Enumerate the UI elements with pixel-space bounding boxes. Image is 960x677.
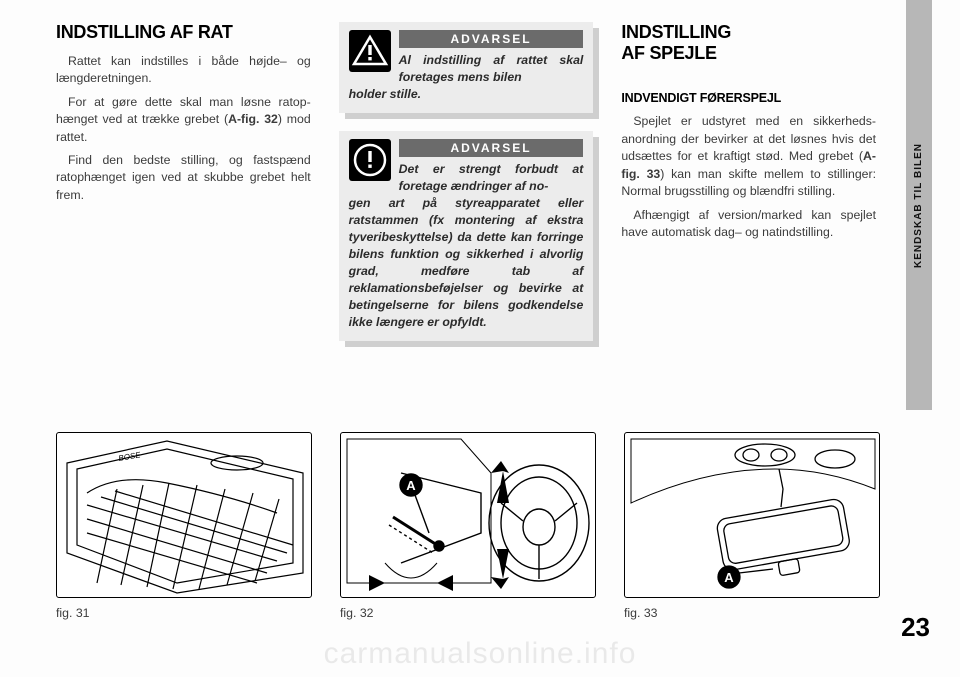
figure-31-image: BOSE bbox=[56, 432, 312, 598]
svg-text:BOSE: BOSE bbox=[118, 450, 142, 463]
text-columns: INDSTILLING AF RAT Rattet kan indstilles… bbox=[56, 22, 876, 359]
col3-heading-a: INDSTILLING bbox=[621, 22, 731, 42]
col1-heading: INDSTILLING AF RAT bbox=[56, 22, 311, 43]
figure-33-caption: fig. 33 bbox=[624, 606, 880, 620]
column-3: INDSTILLING AF SPEJLE INDVENDIGT FØRERSP… bbox=[621, 22, 876, 359]
manual-page: KENDSKAB TIL BILEN INDSTILLING AF RAT Ra… bbox=[0, 0, 960, 677]
warning-2-text-a: Det er strengt forbudt at foretage ændri… bbox=[399, 161, 584, 195]
warning-box-1: ADVARSEL Al indstilling af rattet skal f… bbox=[339, 22, 594, 113]
warning-icon bbox=[349, 30, 391, 72]
page-number: 23 bbox=[901, 612, 930, 643]
section-tab-label: KENDSKAB TIL BILEN bbox=[914, 142, 925, 267]
col3-p1-c: ) kan man skifte mel­lem to stillinger: … bbox=[621, 167, 876, 198]
warning-icon bbox=[349, 139, 391, 181]
figure-row: BOSE fig. 31 bbox=[56, 432, 876, 620]
warning-title: ADVARSEL bbox=[399, 139, 584, 157]
warning-header: ADVARSEL Det er strengt forbudt at foret… bbox=[349, 139, 584, 195]
watermark: carmanualsonline.info bbox=[0, 637, 960, 671]
figure-33-image: A bbox=[624, 432, 880, 598]
col1-p3: Find den bedste stilling, og fastspænd r… bbox=[56, 152, 311, 204]
col1-p2-ref: A-fig. 32 bbox=[228, 112, 278, 126]
warning-2-text-b: gen art på styreapparatet eller ratstamm… bbox=[349, 195, 584, 331]
figure-32-image: A bbox=[340, 432, 596, 598]
figure-31-caption: fig. 31 bbox=[56, 606, 312, 620]
figure-32: A bbox=[340, 432, 596, 620]
svg-text:A: A bbox=[724, 570, 734, 585]
warning-header: ADVARSEL Al indstilling af rattet skal f… bbox=[349, 30, 584, 86]
warning-box-2: ADVARSEL Det er strengt forbudt at foret… bbox=[339, 131, 594, 341]
warning-body: ADVARSEL Det er strengt forbudt at foret… bbox=[339, 131, 594, 341]
warning-1-text-a: Al indstilling af rattet skal foretages … bbox=[399, 52, 584, 86]
col3-heading: INDSTILLING AF SPEJLE bbox=[621, 22, 876, 63]
col3-p2: Afhængigt af version/marked kan spej­let… bbox=[621, 207, 876, 242]
figure-32-caption: fig. 32 bbox=[340, 606, 596, 620]
figure-33: A fig. 33 bbox=[624, 432, 880, 620]
col3-heading-b: AF SPEJLE bbox=[621, 43, 716, 63]
svg-text:A: A bbox=[406, 478, 416, 493]
column-2: ADVARSEL Al indstilling af rattet skal f… bbox=[339, 22, 594, 359]
warning-1-text-b: holder stille. bbox=[349, 86, 584, 103]
col1-p1: Rattet kan indstilles i både højde– og l… bbox=[56, 53, 311, 88]
warning-title: ADVARSEL bbox=[399, 30, 584, 48]
warning-body: ADVARSEL Al indstilling af rattet skal f… bbox=[339, 22, 594, 113]
section-tab: KENDSKAB TIL BILEN bbox=[906, 0, 932, 410]
figure-31: BOSE fig. 31 bbox=[56, 432, 312, 620]
col3-p1: Spejlet er udstyret med en sikkerheds­an… bbox=[621, 113, 876, 200]
col3-p1-a: Spejlet er udstyret med en sikkerheds­an… bbox=[621, 114, 876, 163]
col1-p2: For at gøre dette skal man løsne ratop­h… bbox=[56, 94, 311, 146]
col3-subhead: INDVENDIGT FØRERSPEJL bbox=[621, 91, 876, 105]
column-1: INDSTILLING AF RAT Rattet kan indstilles… bbox=[56, 22, 311, 359]
